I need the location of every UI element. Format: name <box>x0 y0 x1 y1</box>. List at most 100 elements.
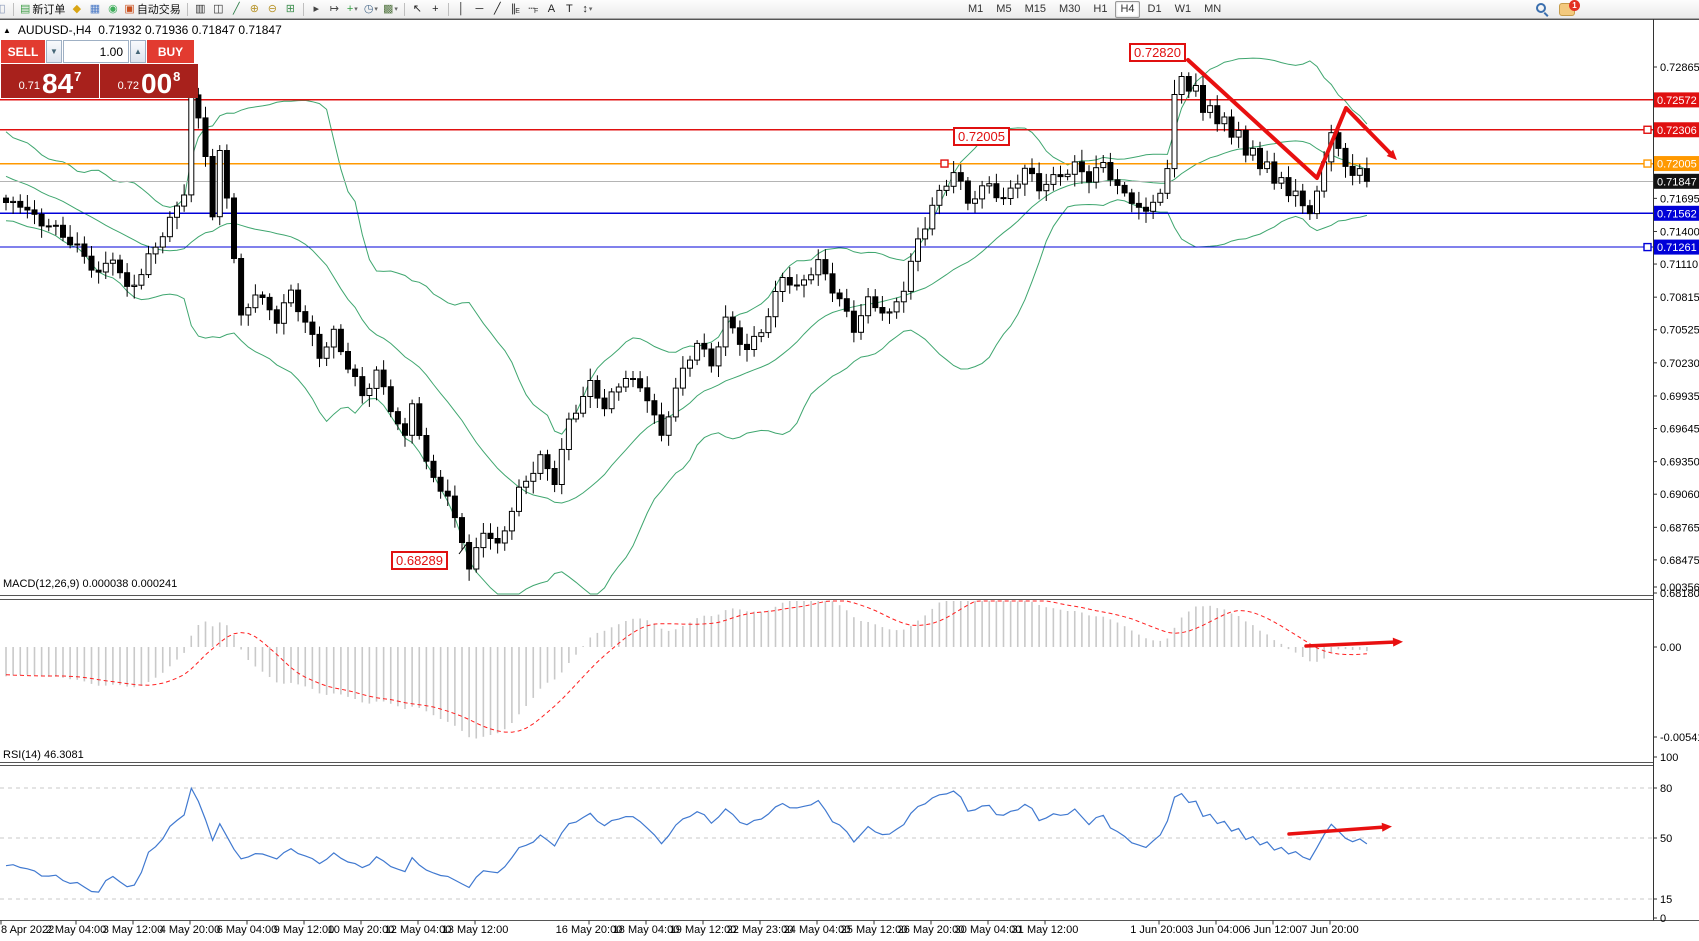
svg-text:0.70815: 0.70815 <box>1660 292 1699 304</box>
market-watch-icon[interactable]: ◆ <box>72 2 82 15</box>
search-icon[interactable] <box>1534 2 1549 17</box>
crosshair-icon[interactable]: + <box>432 2 439 15</box>
svg-text:0.69060: 0.69060 <box>1660 489 1699 501</box>
svg-text:2 May 04:00: 2 May 04:00 <box>46 924 107 936</box>
timeframe-d1[interactable]: D1 <box>1147 2 1162 15</box>
chart-svg[interactable]: 0.72865 0.71695 0.71400 0.71110 0.70815 0.705… <box>0 19 1699 941</box>
sell-price-pip: 7 <box>74 69 82 84</box>
chart-window-icon[interactable]: ◧ <box>0 2 6 15</box>
rsi-label: RSI(14) 46.3081 <box>3 749 84 761</box>
svg-text:31 May 12:00: 31 May 12:00 <box>1012 924 1079 936</box>
svg-text:3 May 12:00: 3 May 12:00 <box>103 924 164 936</box>
terminal-icon[interactable]: ▣ 自动交易 <box>124 2 181 17</box>
volume-decrease-button[interactable]: ▼ <box>46 40 62 63</box>
volume-increase-button[interactable]: ▲ <box>130 40 146 63</box>
price-annotation[interactable]: 0.72820 <box>1129 43 1186 62</box>
svg-text:6 May 04:00: 6 May 04:00 <box>217 924 278 936</box>
toolbar-separator <box>403 2 405 16</box>
timeframe-m15[interactable]: M15 <box>1024 2 1046 15</box>
svg-text:10 May 20:00: 10 May 20:00 <box>328 924 395 936</box>
auto-scroll-icon[interactable]: ▸ <box>313 2 320 15</box>
horizontal-line-icon[interactable]: ─ <box>475 2 484 15</box>
buy-price-big: 00 <box>141 68 173 99</box>
buy-button[interactable]: BUY <box>147 40 194 63</box>
rsi-pane <box>5 786 1368 893</box>
navigator-icon[interactable]: ◉ <box>108 2 118 15</box>
svg-text:9 May 12:00: 9 May 12:00 <box>274 924 335 936</box>
svg-text:0.68180: 0.68180 <box>1660 588 1699 600</box>
price-annotation[interactable]: 0.72005 <box>953 127 1010 146</box>
toolbar-right-group: 1 <box>1534 0 1580 18</box>
candlestick-icon[interactable]: ◫ <box>213 2 224 15</box>
cursor-icon[interactable]: ↖ <box>412 2 422 15</box>
notification-icon[interactable]: 1 <box>1558 0 1580 17</box>
chart-shift-icon[interactable]: ↦ <box>329 2 339 15</box>
svg-text:1 Jun 20:00: 1 Jun 20:00 <box>1130 924 1188 936</box>
price-annotation[interactable]: 0.68289 <box>391 551 448 570</box>
svg-text:0.72005: 0.72005 <box>1657 159 1697 171</box>
svg-text:15: 15 <box>1660 894 1672 906</box>
indicators-icon[interactable]: + ▾ <box>346 2 358 15</box>
fibonacci-icon[interactable]: ┄ F <box>528 2 539 16</box>
bollinger-bands <box>5 57 1368 595</box>
toolbar-left-group: ◧ ▤ 新订单 ◆ ▦ ◉ ▣ 自动交易 ▥ ◫ ╱ ⊕ ⊖ ⊞ ▸ ↦ + ▾ ◷ ▾ ▩ ▾ ↖ + │ ─ ╱ ∥ E ┄ F A T ↕ ▾ <box>0 0 595 18</box>
tile-windows-icon[interactable]: ⊞ <box>285 2 295 15</box>
label-icon[interactable]: T <box>565 2 573 15</box>
svg-text:0.71847: 0.71847 <box>1657 176 1697 188</box>
trendline-icon[interactable]: ╱ <box>494 2 501 15</box>
timeframe-m1[interactable]: M1 <box>968 2 984 15</box>
buy-price-prefix: 0.72 <box>117 80 140 92</box>
buy-price-box[interactable]: 0.72 00 8 <box>100 64 198 98</box>
svg-text:0: 0 <box>1660 913 1666 925</box>
volume-input[interactable] <box>63 40 129 63</box>
timeframe-group: M1 M5 M15 M30 H1 H4 D1 W1 MN <box>963 0 1226 18</box>
price-level-lines <box>0 99 1653 248</box>
pane-borders <box>0 19 1699 921</box>
data-window-icon[interactable]: ▦ <box>89 2 101 15</box>
equidistant-channel-icon[interactable]: ∥ E <box>510 2 520 16</box>
svg-text:3 Jun 04:00: 3 Jun 04:00 <box>1187 924 1245 936</box>
templates-icon[interactable]: ▩ ▾ <box>382 2 398 15</box>
sell-price-box[interactable]: 0.71 84 7 <box>1 64 99 98</box>
svg-text:0.71695: 0.71695 <box>1660 193 1699 205</box>
svg-text:0.69645: 0.69645 <box>1660 424 1699 436</box>
toolbar-separator <box>186 2 188 16</box>
timeframe-h4[interactable]: H4 <box>1115 0 1140 18</box>
chart-title: ▲ AUDUSD-,H4 0.71932 0.71936 0.71847 0.7… <box>3 23 282 37</box>
line-chart-icon[interactable]: ╱ <box>233 2 240 15</box>
svg-text:0.00: 0.00 <box>1660 642 1681 654</box>
svg-text:0.69935: 0.69935 <box>1660 391 1699 403</box>
vertical-line-icon[interactable]: │ <box>457 2 465 15</box>
svg-text:6 Jun 12:00: 6 Jun 12:00 <box>1244 924 1302 936</box>
svg-text:16 May 20:00: 16 May 20:00 <box>556 924 623 936</box>
timeframe-w1[interactable]: W1 <box>1174 2 1192 15</box>
svg-text:0.72306: 0.72306 <box>1657 125 1697 137</box>
svg-text:25 May 12:00: 25 May 12:00 <box>841 924 908 936</box>
zoom-in-icon[interactable]: ⊕ <box>249 2 259 15</box>
zoom-out-icon[interactable]: ⊖ <box>267 2 277 15</box>
svg-text:0.70525: 0.70525 <box>1660 325 1699 337</box>
price-axis: 0.72865 0.71695 0.71400 0.71110 0.70815 0.705… <box>940 62 1699 925</box>
text-icon[interactable]: A <box>547 2 556 15</box>
timeframe-h1[interactable]: H1 <box>1093 2 1108 15</box>
svg-text:80: 80 <box>1660 783 1672 795</box>
arrows-icon[interactable]: ↕ ▾ <box>582 2 593 15</box>
bar-chart-icon[interactable]: ▥ <box>195 2 206 15</box>
new-order-icon[interactable]: ▤ 新订单 <box>20 2 66 17</box>
timeframe-m30[interactable]: M30 <box>1058 2 1081 15</box>
timeframe-mn[interactable]: MN <box>1204 2 1222 15</box>
buy-price-pip: 8 <box>173 69 181 84</box>
svg-text:4 May 20:00: 4 May 20:00 <box>160 924 221 936</box>
trend-arrows <box>458 58 1403 836</box>
chart-canvas[interactable]: 0.72865 0.71695 0.71400 0.71110 0.70815 0.705… <box>0 19 1699 941</box>
svg-text:0.68475: 0.68475 <box>1660 555 1699 567</box>
timeframe-m5[interactable]: M5 <box>996 2 1012 15</box>
notification-badge: 1 <box>1569 0 1580 11</box>
periods-icon[interactable]: ◷ ▾ <box>363 2 378 15</box>
sell-button[interactable]: SELL <box>1 40 45 63</box>
sell-price-big: 84 <box>42 68 74 99</box>
svg-text:0.71261: 0.71261 <box>1657 242 1697 254</box>
toolbar: ◧ ▤ 新订单 ◆ ▦ ◉ ▣ 自动交易 ▥ ◫ ╱ ⊕ ⊖ ⊞ ▸ ↦ + ▾ ◷ ▾ ▩ ▾ ↖ + │ ─ ╱ ∥ E ┄ F A T ↕ ▾… <box>0 0 1699 19</box>
svg-text:0.70230: 0.70230 <box>1660 358 1699 370</box>
